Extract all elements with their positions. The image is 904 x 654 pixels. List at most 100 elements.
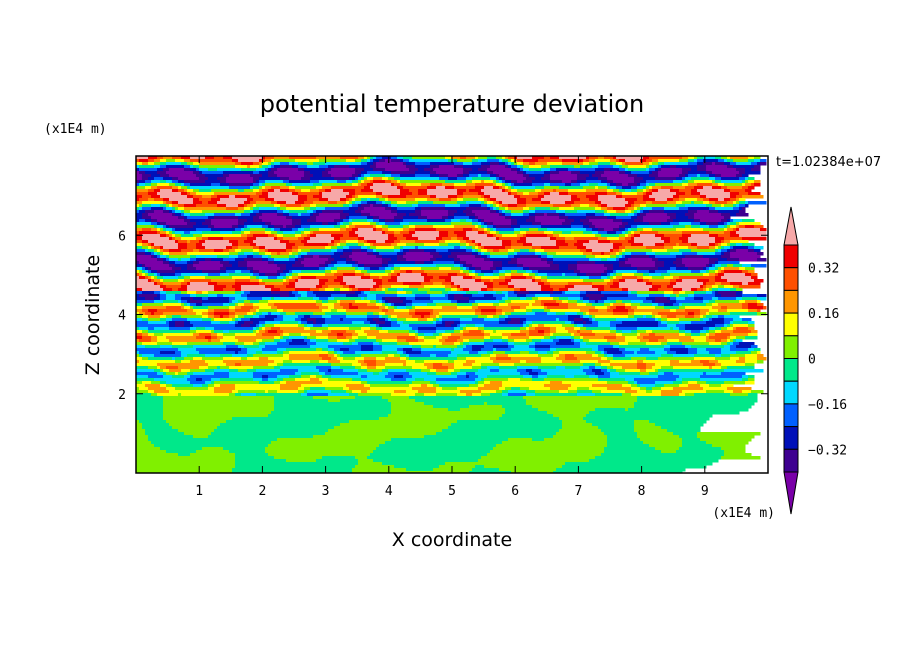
contour-cell xyxy=(253,321,260,325)
contour-cell xyxy=(421,207,446,211)
contour-cell xyxy=(481,246,485,250)
contour-cell xyxy=(718,285,725,289)
contour-cell xyxy=(496,330,521,334)
contour-cell xyxy=(685,255,704,259)
contour-cell xyxy=(532,438,545,442)
contour-cell xyxy=(691,249,716,253)
contour-cell xyxy=(262,162,269,166)
contour-cell xyxy=(322,348,329,352)
contour-cell xyxy=(313,324,323,328)
contour-cell xyxy=(412,156,446,160)
contour-cell xyxy=(154,333,164,337)
contour-cell xyxy=(535,327,551,331)
contour-cell xyxy=(592,228,599,232)
contour-cell xyxy=(292,270,302,274)
contour-cell xyxy=(607,204,626,208)
contour-cell xyxy=(346,225,350,229)
contour-cell xyxy=(190,282,209,286)
contour-cell xyxy=(652,258,659,262)
contour-cell xyxy=(484,282,494,286)
contour-cell xyxy=(640,384,656,388)
contour-cell xyxy=(472,468,500,472)
contour-cell xyxy=(202,447,224,451)
contour-cell xyxy=(628,309,635,313)
contour-cell xyxy=(439,234,449,238)
contour-cell xyxy=(691,222,701,226)
contour-cell xyxy=(172,315,182,319)
contour-cell xyxy=(553,261,578,265)
contour-cell xyxy=(175,324,185,328)
contour-cell xyxy=(316,375,323,379)
contour-cell xyxy=(379,417,500,421)
contour-cell xyxy=(388,234,395,238)
contour-cell xyxy=(310,228,320,232)
contour-cell xyxy=(142,270,146,274)
contour-cell xyxy=(190,156,206,160)
contour-cell xyxy=(256,324,260,328)
contour-cell xyxy=(232,468,353,472)
contour-cell xyxy=(334,351,338,355)
contour-cell xyxy=(361,348,374,352)
contour-cell xyxy=(607,297,647,301)
contour-cell xyxy=(508,378,521,382)
contour-cell xyxy=(382,258,392,262)
contour-cell xyxy=(439,384,470,388)
contour-cell xyxy=(568,318,575,322)
contour-cell xyxy=(538,195,545,199)
contour-cell xyxy=(748,249,755,253)
contour-cell xyxy=(757,297,767,301)
contour-cell xyxy=(664,246,674,250)
contour-cell xyxy=(382,345,413,349)
contour-cell xyxy=(319,213,341,217)
contour-cell xyxy=(325,321,353,325)
contour-cell xyxy=(136,267,143,271)
contour-cell xyxy=(400,231,410,235)
contour-cell xyxy=(136,363,158,367)
contour-cell xyxy=(628,168,647,172)
contour-cell xyxy=(424,339,440,343)
contour-cell xyxy=(376,282,383,286)
contour-cell xyxy=(160,204,167,208)
contour-cell xyxy=(337,201,347,205)
contour-cell xyxy=(514,345,530,349)
contour-cell xyxy=(691,333,701,337)
contour-cell xyxy=(334,273,344,277)
contour-cell xyxy=(385,240,395,244)
contour-cell xyxy=(520,330,530,334)
contour-cell xyxy=(454,366,473,370)
contour-cell xyxy=(355,210,362,214)
contour-cell xyxy=(142,357,149,361)
contour-cell xyxy=(463,348,473,352)
contour-cell xyxy=(136,432,146,436)
contour-cell xyxy=(607,435,638,439)
time-label: t=1.02384e+07 xyxy=(776,155,881,170)
contour-cell xyxy=(706,312,710,316)
contour-cell xyxy=(631,255,650,259)
contour-cell xyxy=(358,288,371,292)
contour-cell xyxy=(157,309,188,313)
contour-cell xyxy=(271,252,278,256)
contour-cell xyxy=(547,228,587,232)
contour-cell xyxy=(619,342,629,346)
contour-cell xyxy=(166,420,227,424)
contour-cell xyxy=(301,240,308,244)
contour-cell xyxy=(478,192,485,196)
contour-cell xyxy=(514,186,536,190)
contour-cell xyxy=(685,174,689,178)
contour-cell xyxy=(601,258,608,262)
contour-cell xyxy=(637,225,674,229)
contour-cell xyxy=(607,381,629,385)
contour-cell xyxy=(379,300,383,304)
contour-cell xyxy=(730,213,737,217)
contour-cell xyxy=(136,348,179,352)
contour-cell xyxy=(136,273,140,277)
contour-cell xyxy=(691,360,701,364)
contour-cell xyxy=(235,270,242,274)
contour-cell xyxy=(136,192,149,196)
contour-cell xyxy=(493,351,506,355)
contour-cell xyxy=(526,234,548,238)
contour-cell xyxy=(400,183,407,187)
contour-cell xyxy=(649,171,653,175)
contour-cell xyxy=(466,360,476,364)
contour-cell xyxy=(511,183,515,187)
